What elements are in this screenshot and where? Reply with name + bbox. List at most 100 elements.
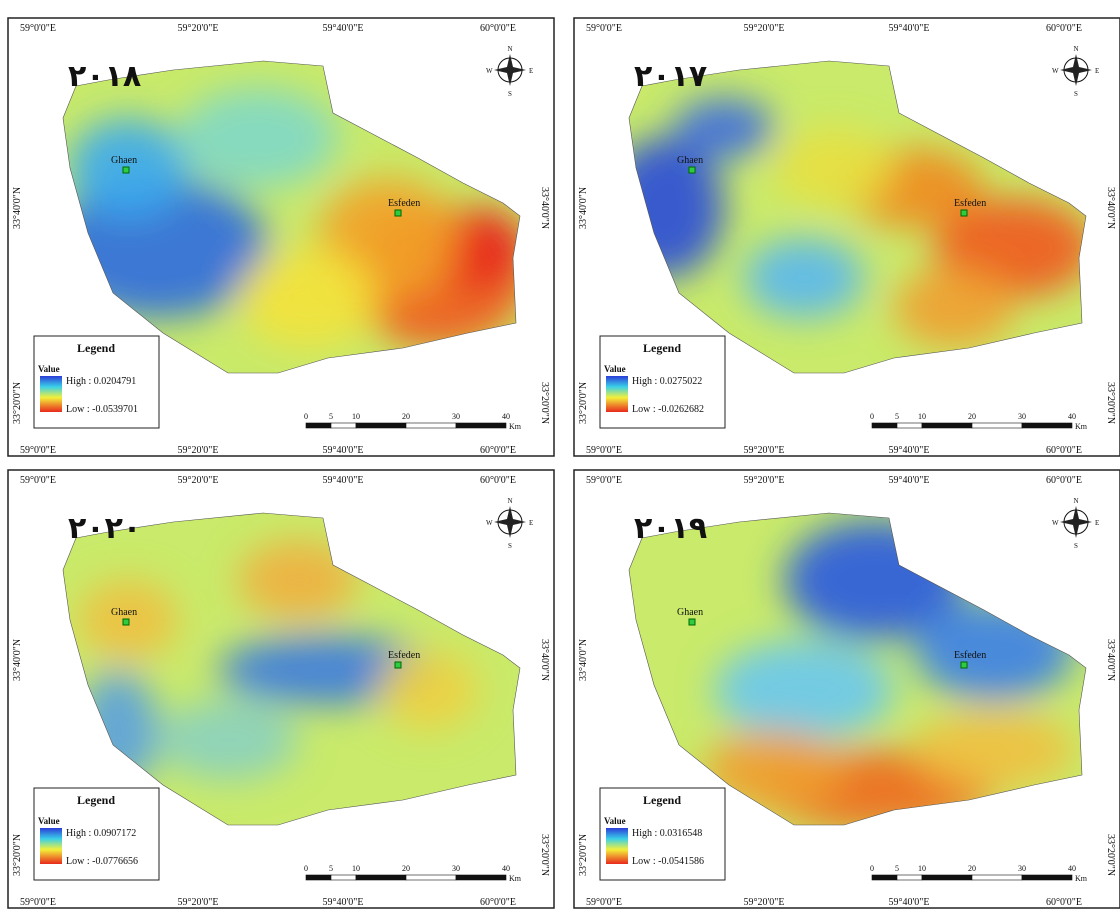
raster-patch	[744, 238, 864, 318]
compass-s: S	[508, 90, 512, 98]
latitude-label: 33°40'0"N	[578, 639, 589, 681]
place-label: Ghaen	[111, 155, 137, 166]
boundary	[628, 60, 1087, 374]
longitude-label: 59°40'0"E	[889, 23, 930, 34]
color-ramp	[606, 376, 628, 412]
longitude-label: 59°40'0"E	[889, 897, 930, 908]
legend: Legend Value High : 0.0907172 Low : -0.0776…	[33, 787, 160, 881]
scale-unit: Km	[509, 874, 522, 883]
longitude-label: 59°40'0"E	[323, 445, 364, 456]
compass-star	[494, 506, 526, 538]
raster-blobs	[78, 540, 478, 790]
latitude-label: 33°20'0"N	[1105, 834, 1116, 876]
legend: Legend Value High : 0.0316548 Low : -0.0541…	[599, 787, 726, 881]
place-marker	[688, 618, 696, 626]
longitude-label: 59°20'0"E	[178, 897, 219, 908]
longitude-label: 59°0'0"E	[586, 897, 622, 908]
longitude-label: 59°0'0"E	[20, 23, 56, 34]
latitude-label: 33°20'0"N	[12, 382, 23, 424]
map-panel: 59°0'0"E 59°0'0"E 59°20'0"E 59°20'0"E 59°40'…	[7, 17, 555, 457]
place-marker	[122, 166, 130, 174]
longitude-label: 59°20'0"E	[744, 23, 785, 34]
longitude-label: 59°40'0"E	[889, 475, 930, 486]
scale-segment	[921, 422, 973, 429]
compass-s: S	[1074, 542, 1078, 550]
raster-patch	[774, 128, 894, 208]
latitude-label: 33°40'0"N	[539, 639, 550, 681]
raster-patch	[158, 700, 298, 780]
scale-segment	[871, 422, 898, 429]
legend: Legend Value High : 0.0275022 Low : -0.0262…	[599, 335, 726, 429]
scale-label: 5	[895, 864, 899, 873]
scale-segment	[455, 422, 507, 429]
scale-label: 10	[918, 412, 926, 421]
compass-w: W	[1052, 67, 1059, 75]
longitude-label: 60°0'0"E	[480, 897, 516, 908]
color-ramp	[606, 828, 628, 864]
raster-patch	[894, 268, 1014, 348]
place-label: Esfeden	[954, 198, 986, 209]
legend-low: Low : -0.0776656	[66, 856, 138, 867]
longitude-label: 59°0'0"E	[586, 475, 622, 486]
latitude-label: 33°20'0"N	[539, 834, 550, 876]
longitude-label: 59°0'0"E	[586, 23, 622, 34]
scale-label: 40	[1068, 864, 1076, 873]
longitude-label: 59°0'0"E	[20, 897, 56, 908]
compass-n: N	[1073, 45, 1078, 53]
compass-e: E	[1095, 519, 1099, 527]
boundary	[62, 512, 521, 826]
latitude-label: 33°20'0"N	[539, 382, 550, 424]
scale-segment	[1021, 874, 1073, 881]
longitude-label: 59°20'0"E	[744, 445, 785, 456]
boundary	[628, 512, 1087, 826]
longitude-label: 59°20'0"E	[178, 445, 219, 456]
scale-label: 30	[1018, 864, 1026, 873]
compass-star	[1060, 54, 1092, 86]
latitude-label: 33°40'0"N	[12, 187, 23, 229]
longitude-label: 59°0'0"E	[586, 445, 622, 456]
legend-field: Value	[604, 816, 626, 826]
scale-label: 5	[329, 864, 333, 873]
compass: N S E W	[1052, 497, 1099, 550]
longitude-label: 60°0'0"E	[1046, 897, 1082, 908]
scale-label: 40	[502, 864, 510, 873]
legend-field: Value	[38, 364, 60, 374]
scale-label: 10	[918, 864, 926, 873]
scale-label: 30	[1018, 412, 1026, 421]
latitude-label: 33°40'0"N	[1105, 187, 1116, 229]
compass-star	[1060, 506, 1092, 538]
year-label: ۲۰۱۸	[68, 59, 141, 94]
scale-segment	[405, 874, 457, 881]
place-label: Esfeden	[388, 650, 420, 661]
scale-label: 20	[968, 412, 976, 421]
compass: N S E W	[486, 497, 533, 550]
latitude-label: 33°20'0"N	[12, 834, 23, 876]
compass-s: S	[508, 542, 512, 550]
place-label: Esfeden	[954, 650, 986, 661]
place-marker	[394, 661, 402, 669]
scale-label: 20	[968, 864, 976, 873]
place-label: Ghaen	[677, 607, 703, 618]
scale-label: 40	[1068, 412, 1076, 421]
scale-label: 0	[870, 864, 874, 873]
scale-segment	[971, 874, 1023, 881]
longitude-label: 60°0'0"E	[1046, 23, 1082, 34]
scale-label: 0	[870, 412, 874, 421]
scale-segment	[355, 422, 407, 429]
color-ramp	[40, 828, 62, 864]
scale-segment	[355, 874, 407, 881]
legend-high: High : 0.0907172	[66, 828, 136, 839]
scale-segment	[305, 422, 332, 429]
longitude-label: 60°0'0"E	[480, 445, 516, 456]
legend-field: Value	[38, 816, 60, 826]
place-marker	[394, 209, 402, 217]
legend-title: Legend	[643, 341, 681, 355]
longitude-label: 59°20'0"E	[744, 475, 785, 486]
longitude-label: 59°0'0"E	[20, 445, 56, 456]
longitude-label: 60°0'0"E	[1046, 445, 1082, 456]
raster	[629, 513, 1086, 825]
